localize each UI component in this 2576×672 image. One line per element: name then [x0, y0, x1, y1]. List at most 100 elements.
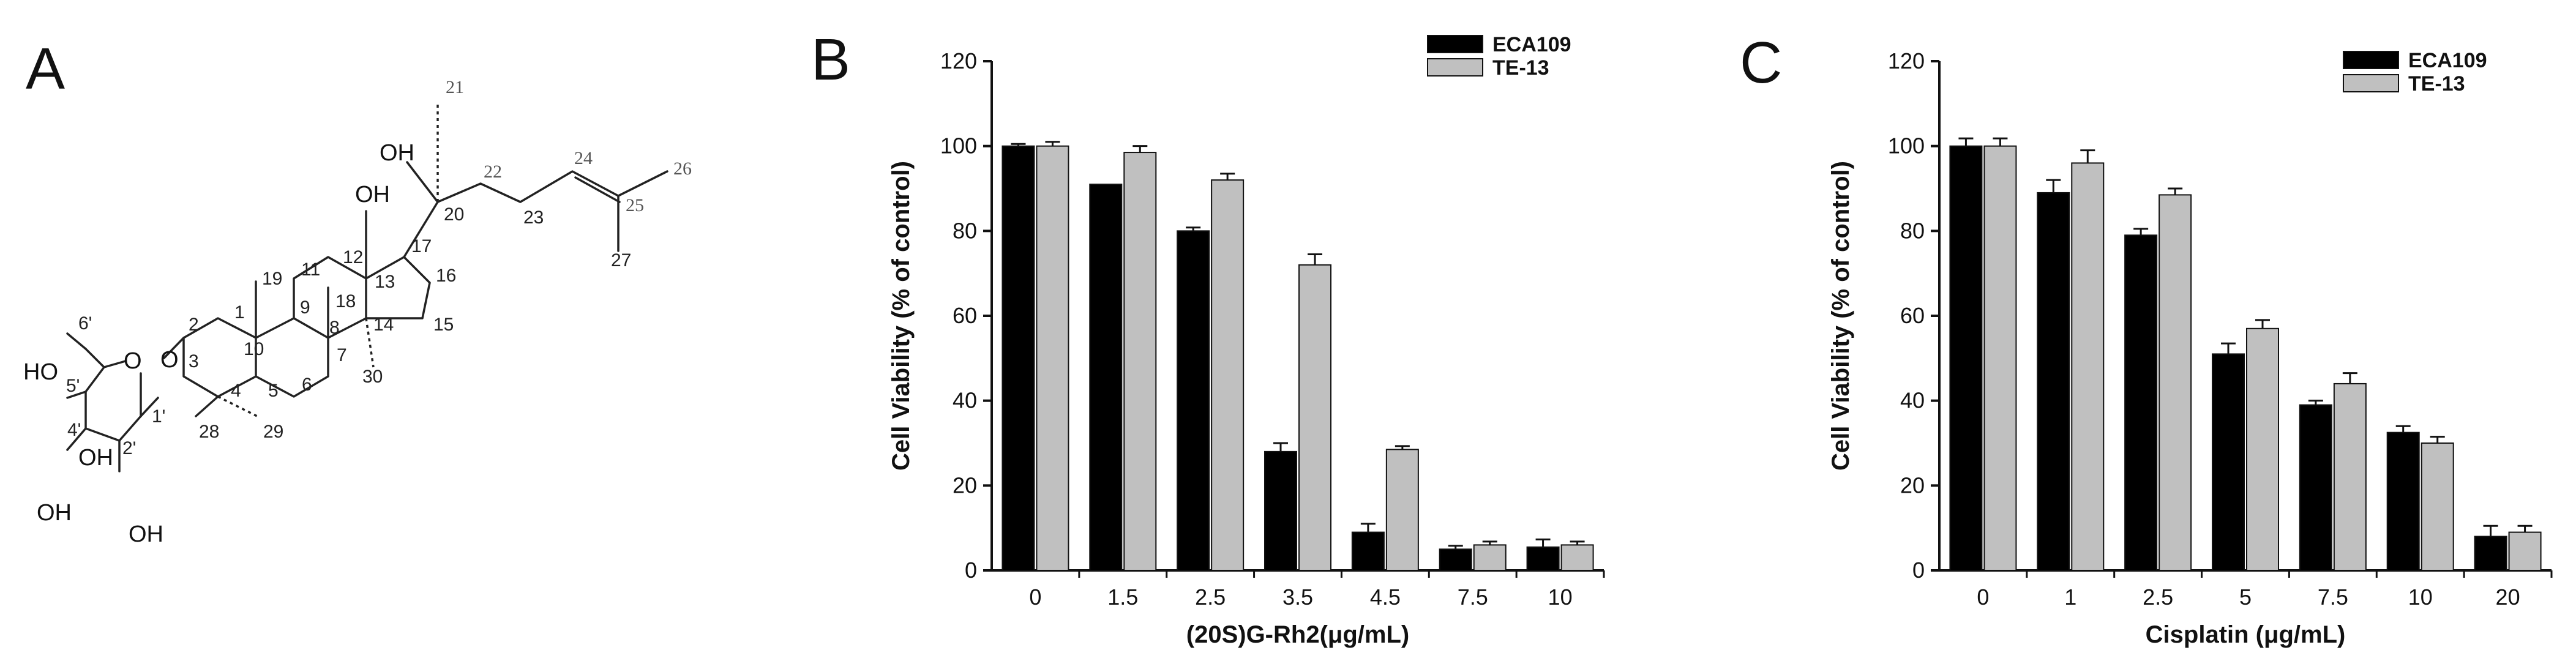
bar-te-13 [2071, 162, 2105, 571]
atom-number-5p: 5' [66, 376, 80, 396]
y-tick-label: 60 [953, 303, 977, 328]
atom-number-10: 10 [244, 339, 264, 359]
x-axis-title: Cisplatin (μg/mL) [2146, 621, 2346, 648]
y-axis-title: Cell Viability (% of control) [888, 161, 915, 471]
y-tick-label: 0 [1912, 558, 1925, 583]
atom-number-11: 11 [301, 259, 320, 280]
oh-label-c2p: OH [129, 521, 163, 547]
x-tick-label: 0 [1977, 584, 1989, 610]
bar-eca109 [2037, 192, 2070, 571]
x-tick-label: 2.5 [1195, 584, 1226, 610]
panel-letter-b: B [811, 27, 850, 92]
atom-number-2: 2 [189, 315, 199, 335]
bar-eca109 [2474, 536, 2507, 571]
y-tick-label: 80 [1900, 218, 1925, 243]
oh-label-c4p: OH [37, 500, 72, 526]
bar-eca109 [1526, 546, 1560, 571]
y-tick-label: 120 [940, 48, 977, 73]
structure-atom-labels: OH OH HO O O OH OH OH [23, 140, 414, 547]
y-tick-label: 20 [953, 472, 977, 498]
y-tick-label: 40 [1900, 388, 1925, 413]
atom-number-6p: 6' [78, 313, 92, 334]
bar-te-13 [1211, 179, 1245, 571]
atom-number-4: 4 [231, 381, 241, 401]
y-tick-label: 100 [1888, 133, 1925, 159]
atom-number-12: 12 [343, 247, 363, 267]
x-tick-label: 7.5 [1458, 584, 1488, 610]
y-tick-label: 80 [953, 218, 977, 243]
y-tick-label: 40 [953, 388, 977, 413]
x-tick-label: 2.5 [2143, 584, 2173, 610]
atom-number-30: 30 [362, 367, 383, 387]
x-tick-label: 4.5 [1370, 584, 1401, 610]
ho-label-c6p: HO [23, 359, 58, 385]
atom-number-25: 25 [626, 195, 644, 215]
bar-eca109 [1949, 145, 1983, 571]
x-axis-title: (20S)G-Rh2(μg/mL) [1186, 621, 1409, 648]
y-tick-label: 20 [1900, 472, 1925, 498]
x-tick-label: 7.5 [2318, 584, 2348, 610]
panel-letter-c: C [1740, 30, 1782, 95]
x-tick-label: 3.5 [1282, 584, 1313, 610]
atom-number-17: 17 [411, 236, 432, 256]
oh-label-c3p: OH [78, 445, 113, 471]
bar-te-13 [1123, 152, 1157, 572]
legend-swatch-te-13 [1427, 58, 1483, 77]
bar-eca109 [1177, 230, 1210, 572]
bar-te-13 [1983, 145, 2017, 571]
bar-te-13 [1036, 145, 1069, 571]
structure-atom-numbers: 1 2 3 4 5 6 7 8 9 10 11 12 13 14 15 16 1… [66, 77, 692, 458]
bar-eca109 [2212, 353, 2245, 572]
atom-number-21: 21 [446, 77, 464, 97]
bar-te-13 [1298, 264, 1331, 571]
atom-number-8: 8 [329, 318, 340, 338]
y-tick-label: 0 [965, 558, 977, 583]
bar-te-13 [2159, 194, 2192, 571]
legend-label-te-13: TE-13 [1492, 56, 1549, 80]
bar-eca109 [2124, 234, 2158, 571]
structure-bonds [66, 161, 668, 472]
atom-number-14: 14 [373, 315, 394, 335]
x-tick-label: 1.5 [1107, 584, 1138, 610]
chart-b: 0 20 40 60 80 100 120 0 1.5 2.5 3.5 4.5 7.5 10 (20S)G-… [888, 33, 1605, 648]
bar-eca109 [1002, 145, 1035, 571]
atom-number-9: 9 [300, 297, 310, 318]
atom-number-23: 23 [523, 207, 544, 228]
y-tick-label: 100 [940, 133, 977, 159]
x-tick-label: 1 [2064, 584, 2076, 610]
bar-te-13 [1385, 449, 1419, 572]
atom-number-7: 7 [337, 345, 347, 365]
atom-number-4p: 4' [67, 420, 81, 440]
bar-eca109 [1439, 548, 1472, 571]
legend-label-te-13: TE-13 [2408, 72, 2465, 95]
atom-number-13: 13 [375, 272, 395, 292]
bar-te-13 [2421, 442, 2454, 571]
legend-swatch-te-13 [2343, 74, 2399, 92]
atom-number-1: 1 [234, 302, 245, 323]
legend-swatch-eca109 [2343, 51, 2399, 69]
o-label-ring: O [124, 348, 142, 374]
legend-label-eca109: ECA109 [1492, 33, 1571, 56]
atom-number-24: 24 [574, 148, 593, 168]
bar-te-13 [1473, 544, 1507, 572]
atom-number-29: 29 [263, 422, 283, 442]
legend-swatch-eca109 [1427, 35, 1483, 53]
oh-label-c20: OH [380, 140, 414, 166]
x-tick-label: 5 [2239, 584, 2252, 610]
atom-number-15: 15 [433, 315, 454, 335]
atom-number-19: 19 [262, 269, 282, 289]
bar-te-13 [2246, 327, 2279, 571]
x-tick-label: 20 [2496, 584, 2520, 610]
y-tick-label: 60 [1900, 303, 1925, 328]
atom-number-26: 26 [673, 159, 692, 179]
x-tick-label: 10 [2408, 584, 2433, 610]
x-tick-label: 0 [1029, 584, 1041, 610]
x-tick-label: 10 [1548, 584, 1573, 610]
panel-a-structure: A [23, 36, 692, 547]
atom-number-28: 28 [199, 422, 219, 442]
atom-number-16: 16 [436, 266, 456, 286]
legend-label-eca109: ECA109 [2408, 49, 2487, 72]
bar-eca109 [1264, 450, 1297, 571]
bar-te-13 [2333, 383, 2367, 572]
atom-number-2p: 2' [122, 438, 136, 458]
